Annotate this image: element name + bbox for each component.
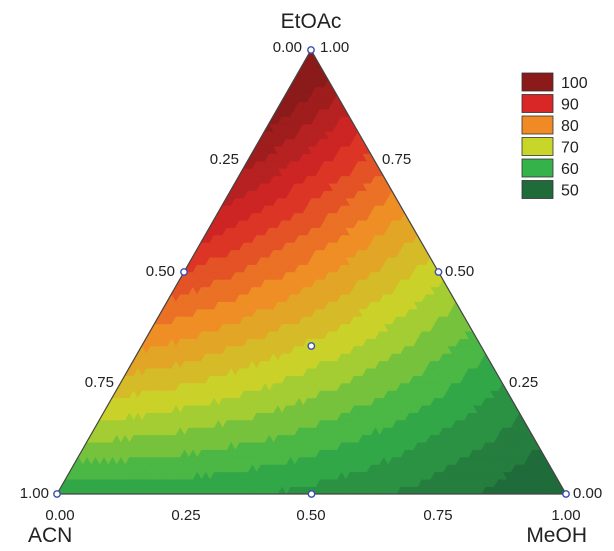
design-point (53, 490, 61, 498)
design-point (307, 46, 315, 54)
design-point (562, 490, 570, 498)
legend-label: 90 (561, 97, 579, 114)
vertex-label-bottom-left: ACN (28, 524, 72, 547)
legend-swatch (521, 115, 554, 135)
legend-swatch (521, 72, 554, 92)
tick-label: 0.25 (210, 151, 239, 168)
design-point (307, 342, 316, 350)
design-point (180, 268, 188, 276)
tick-label: 0.50 (296, 507, 325, 524)
tick-label: 0.25 (171, 507, 200, 524)
legend-label: 80 (561, 118, 579, 135)
tick-label: 1.00 (320, 39, 349, 56)
legend-label: 60 (561, 161, 579, 178)
legend-swatch (521, 158, 554, 178)
legend: 100 90 80 70 60 50 (521, 72, 588, 200)
legend-label: 100 (561, 75, 588, 92)
tick-label: 0.00 (273, 39, 302, 56)
tick-label: 0.25 (509, 374, 538, 391)
legend-swatch (521, 180, 554, 199)
legend-swatch (521, 137, 554, 156)
tick-label: 1.00 (20, 485, 49, 502)
design-point (307, 490, 316, 498)
tick-label: 0.50 (445, 263, 474, 280)
tick-label: 0.50 (146, 263, 175, 280)
tick-label: 1.00 (551, 507, 580, 524)
tick-label: 0.00 (573, 485, 602, 502)
tick-label: 0.75 (85, 374, 114, 391)
legend-label: 50 (561, 183, 579, 200)
tick-label: 0.00 (45, 507, 74, 524)
legend-swatch (521, 94, 554, 113)
tick-label: 0.75 (423, 507, 452, 524)
tick-label: 0.75 (382, 151, 411, 168)
design-point (434, 268, 443, 276)
contour-fill (57, 50, 566, 494)
vertex-label-bottom-right: MeOH (526, 524, 587, 547)
legend-label: 70 (561, 140, 579, 157)
vertex-label-top: EtOAc (281, 10, 342, 33)
